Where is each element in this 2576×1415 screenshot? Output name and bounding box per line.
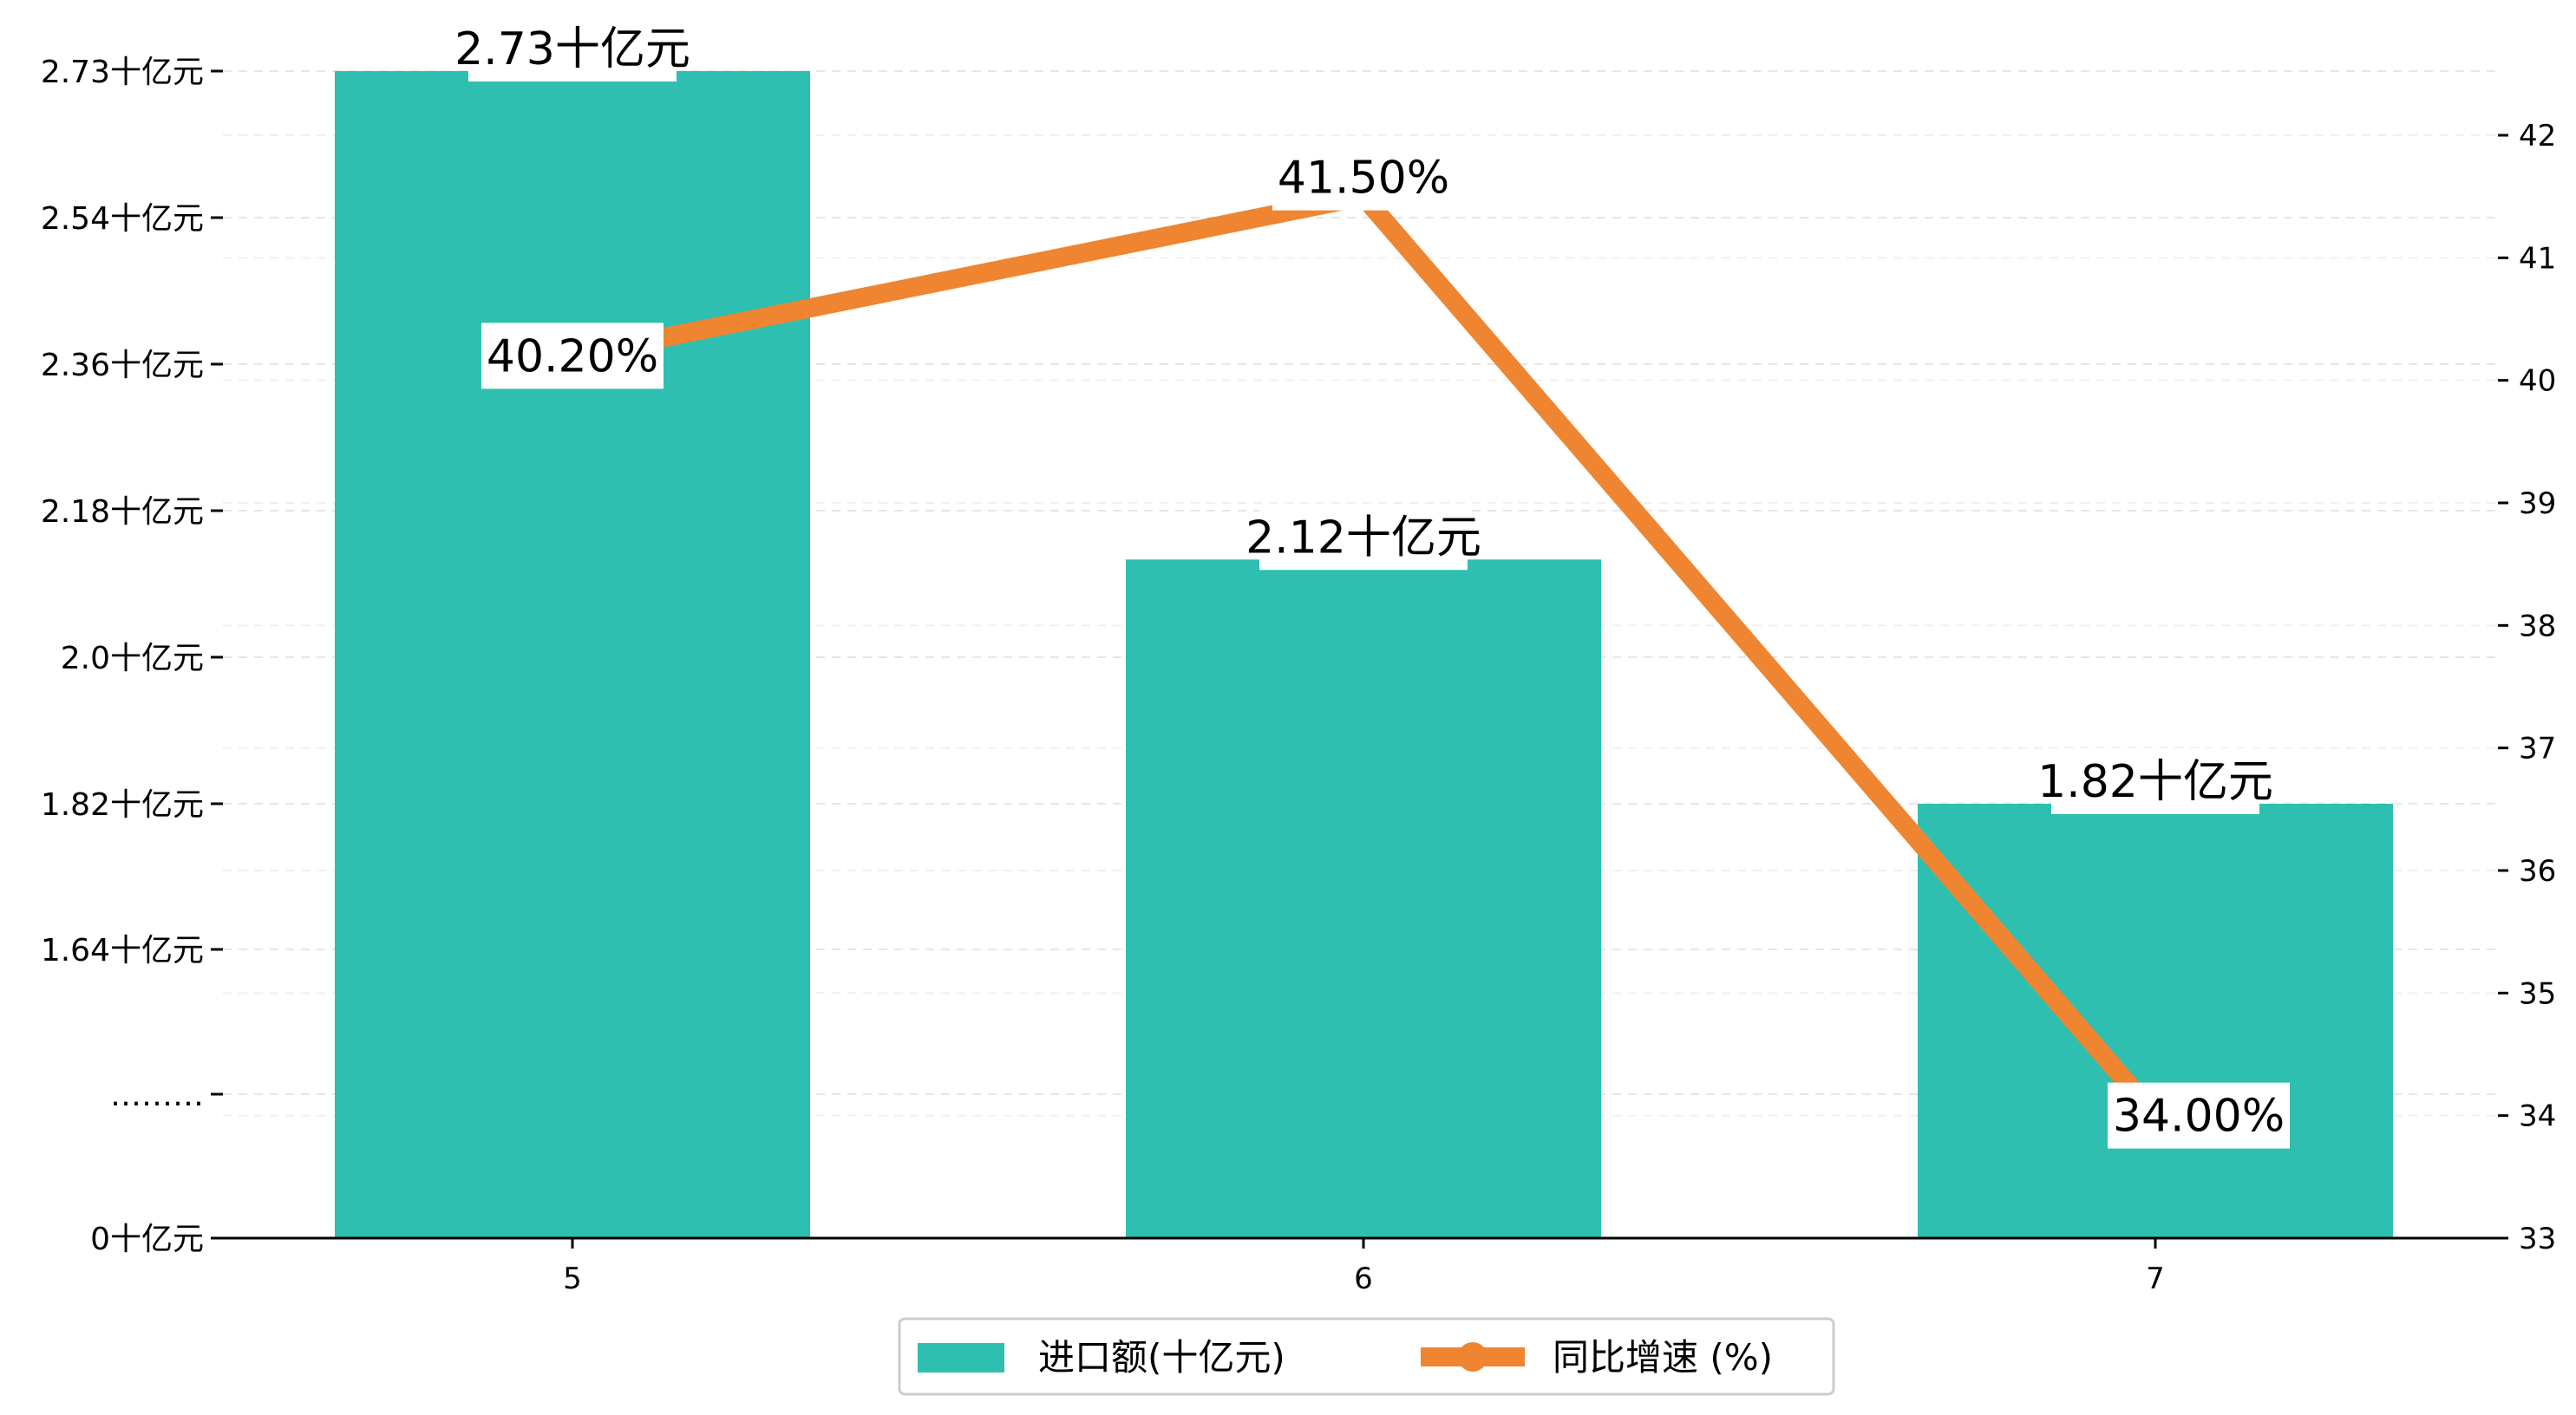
legend-label-imports: 进口额(十亿元)	[1038, 1336, 1285, 1379]
left-tick-label: 1.82十亿元	[41, 787, 204, 823]
legend[interactable]: 进口额(十亿元) 同比增速 (%)	[898, 1317, 1835, 1396]
legend-marker-growth	[1458, 1342, 1487, 1372]
line-label-5: 40.20%	[487, 330, 658, 382]
x-tick-label: 6	[1354, 1262, 1373, 1296]
line-label-6-box	[1272, 144, 1455, 211]
bar-label-6: 2.12十亿元	[1246, 512, 1481, 564]
bar-7	[1918, 804, 2393, 1238]
bar-label-7: 1.82十亿元	[2037, 756, 2273, 808]
legend-label-growth: 同比增速 (%)	[1553, 1336, 1773, 1379]
left-tick-label: 0十亿元	[90, 1222, 204, 1257]
bar-label-6-box	[1259, 504, 1468, 571]
right-tick-label: 41	[2519, 241, 2556, 276]
bar-6	[1126, 559, 1601, 1238]
line-label-7: 34.00%	[2113, 1091, 2285, 1143]
bar-label-5-box	[468, 16, 677, 82]
bar-label-5: 2.73十亿元	[454, 23, 690, 75]
bar-series	[335, 71, 2393, 1238]
bar-5	[335, 71, 810, 1238]
left-tick-label: 1.64十亿元	[41, 933, 204, 968]
line-label-5-box	[481, 323, 664, 389]
left-tick-label: 2.54十亿元	[41, 201, 204, 237]
left-tick-label: ………	[110, 1078, 204, 1113]
x-tick-label: 5	[563, 1262, 582, 1296]
right-tick-label: 42	[2519, 119, 2556, 153]
axes: 0十亿元 ……… 1.64十亿元 1.82十亿元 2.0十亿元 2.18十亿元 2.36十亿…	[41, 55, 2556, 1296]
right-tick-label: 34	[2519, 1099, 2556, 1134]
right-tick-label: 40	[2519, 364, 2556, 399]
x-tick-label: 7	[2146, 1262, 2165, 1296]
legend-box	[898, 1317, 1835, 1396]
bar-label-7-box	[2051, 748, 2259, 814]
legend-swatch-imports	[918, 1343, 1004, 1373]
left-tick-label: 2.73十亿元	[41, 55, 204, 90]
left-tick-label: 2.36十亿元	[41, 348, 204, 383]
data-labels: 2.73十亿元 2.12十亿元 1.82十亿元 40.20% 41.50% 34.00%	[454, 16, 2290, 1149]
right-tick-label: 37	[2519, 732, 2556, 766]
right-tick-label: 36	[2519, 854, 2556, 889]
right-tick-label: 35	[2519, 976, 2556, 1011]
left-tick-label: 2.18十亿元	[41, 494, 204, 530]
right-tick-label: 38	[2519, 609, 2556, 643]
line-label-7-box	[2108, 1082, 2290, 1149]
line-label-6: 41.50%	[1278, 153, 1449, 205]
right-tick-label: 33	[2519, 1222, 2556, 1256]
right-tick-label: 39	[2519, 486, 2556, 521]
left-tick-label: 2.0十亿元	[61, 641, 204, 676]
